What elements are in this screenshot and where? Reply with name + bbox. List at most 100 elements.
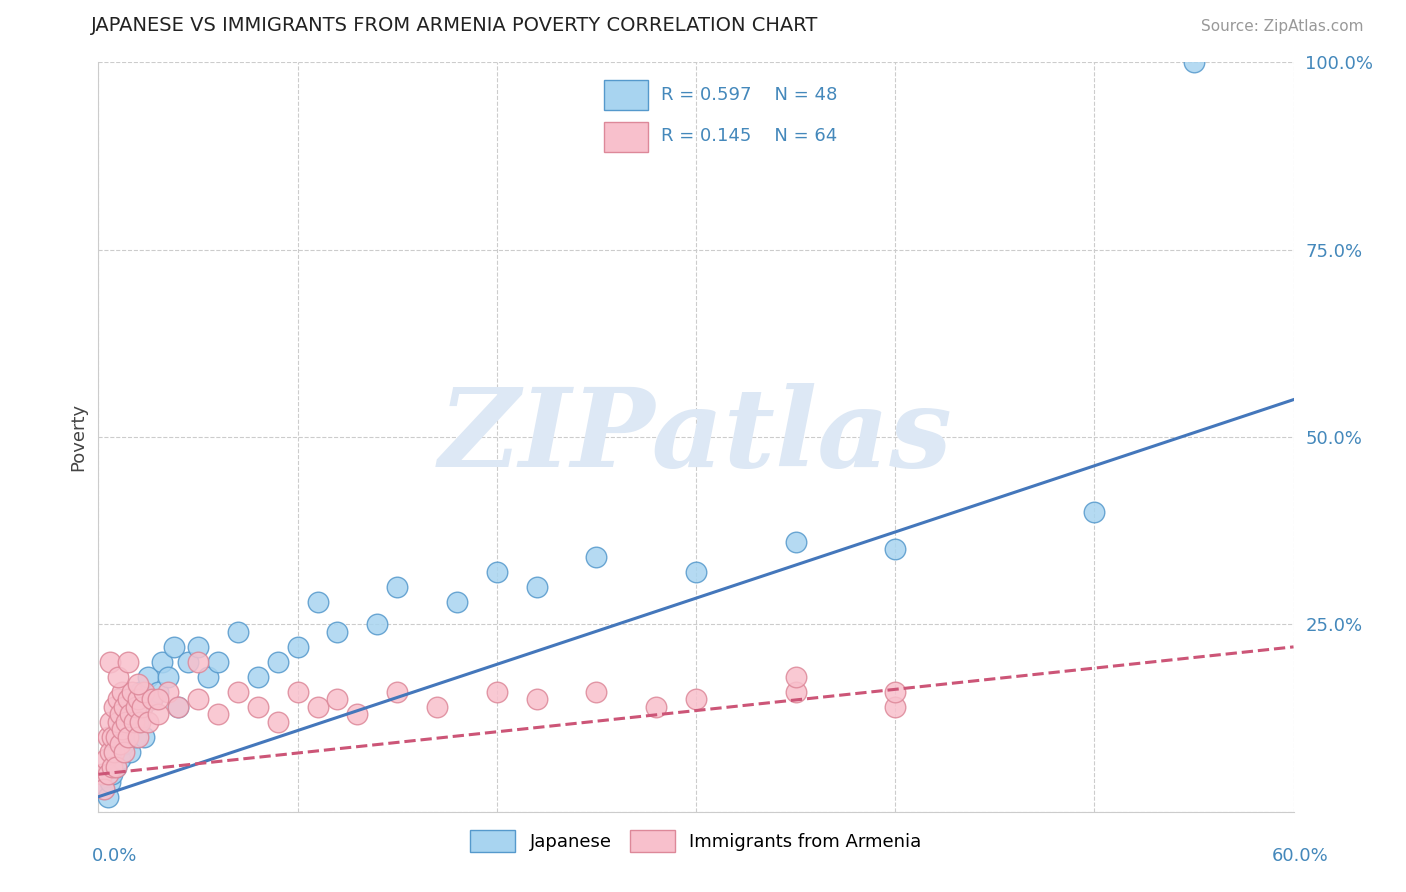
- Point: [785, 685, 807, 699]
- Point: [346, 707, 368, 722]
- Point: [526, 692, 548, 706]
- Point: [148, 707, 170, 722]
- Point: [177, 655, 200, 669]
- Point: [287, 640, 309, 654]
- Point: [385, 580, 409, 594]
- Point: [96, 752, 118, 766]
- Point: [120, 745, 142, 759]
- Point: [267, 714, 290, 729]
- Point: [187, 655, 209, 669]
- Point: [526, 580, 548, 594]
- Point: [246, 670, 269, 684]
- Point: [1182, 55, 1205, 70]
- Point: [117, 723, 139, 737]
- Point: [115, 699, 138, 714]
- Text: Source: ZipAtlas.com: Source: ZipAtlas.com: [1201, 20, 1364, 34]
- Point: [127, 692, 149, 706]
- Text: 60.0%: 60.0%: [1272, 847, 1329, 864]
- Point: [107, 670, 129, 684]
- Point: [103, 745, 125, 759]
- Point: [105, 760, 128, 774]
- Point: [110, 707, 132, 722]
- Point: [124, 714, 146, 729]
- Point: [131, 699, 153, 714]
- Point: [167, 699, 190, 714]
- Point: [97, 767, 120, 781]
- Point: [115, 714, 138, 729]
- Point: [884, 685, 907, 699]
- Point: [127, 677, 149, 691]
- Point: [129, 714, 152, 729]
- Point: [148, 692, 170, 706]
- Point: [98, 714, 122, 729]
- Point: [685, 565, 707, 579]
- Point: [136, 670, 159, 684]
- Point: [645, 699, 668, 714]
- Point: [121, 685, 143, 699]
- Point: [226, 624, 249, 639]
- Point: [110, 752, 132, 766]
- Point: [785, 535, 807, 549]
- Point: [141, 692, 163, 706]
- Point: [111, 714, 134, 729]
- Point: [125, 730, 148, 744]
- Point: [101, 767, 124, 781]
- Point: [307, 699, 329, 714]
- Point: [101, 730, 124, 744]
- Point: [148, 685, 170, 699]
- Point: [884, 699, 907, 714]
- Point: [246, 699, 269, 714]
- Point: [112, 745, 135, 759]
- FancyBboxPatch shape: [605, 80, 648, 110]
- Text: JAPANESE VS IMMIGRANTS FROM ARMENIA POVERTY CORRELATION CHART: JAPANESE VS IMMIGRANTS FROM ARMENIA POVE…: [91, 16, 818, 35]
- FancyBboxPatch shape: [605, 122, 648, 152]
- Point: [167, 699, 190, 714]
- Point: [207, 655, 229, 669]
- Point: [131, 699, 153, 714]
- Point: [585, 549, 607, 564]
- Point: [134, 730, 156, 744]
- Point: [884, 542, 907, 557]
- Point: [287, 685, 309, 699]
- Point: [125, 699, 148, 714]
- Point: [226, 685, 249, 699]
- Point: [129, 685, 152, 699]
- Point: [103, 745, 125, 759]
- Point: [134, 685, 156, 699]
- Point: [101, 760, 124, 774]
- Point: [105, 730, 128, 744]
- Point: [103, 699, 125, 714]
- Y-axis label: Poverty: Poverty: [69, 403, 87, 471]
- Point: [446, 595, 468, 609]
- Point: [136, 714, 159, 729]
- Point: [141, 692, 163, 706]
- Point: [150, 655, 173, 669]
- Point: [117, 730, 139, 744]
- Point: [120, 707, 142, 722]
- Point: [187, 692, 209, 706]
- Point: [107, 730, 129, 744]
- Point: [326, 624, 349, 639]
- Text: R = 0.597    N = 48: R = 0.597 N = 48: [661, 87, 838, 104]
- Point: [111, 723, 134, 737]
- Point: [485, 565, 508, 579]
- Text: R = 0.145    N = 64: R = 0.145 N = 64: [661, 128, 838, 145]
- Point: [385, 685, 409, 699]
- Point: [91, 767, 114, 781]
- Point: [107, 714, 129, 729]
- Point: [112, 699, 135, 714]
- Point: [97, 789, 120, 804]
- Point: [267, 655, 290, 669]
- Point: [107, 692, 129, 706]
- Point: [207, 707, 229, 722]
- Point: [127, 730, 149, 744]
- Point: [105, 760, 128, 774]
- Point: [111, 685, 134, 699]
- Point: [93, 782, 115, 797]
- Point: [110, 737, 132, 751]
- Point: [426, 699, 449, 714]
- Point: [117, 692, 139, 706]
- Point: [1083, 505, 1105, 519]
- Point: [157, 685, 180, 699]
- Point: [98, 745, 122, 759]
